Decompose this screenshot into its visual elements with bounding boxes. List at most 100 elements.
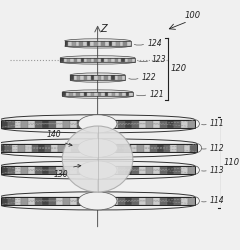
- Bar: [77, 120, 84, 128]
- Bar: [81, 58, 84, 62]
- Bar: [70, 75, 125, 80]
- Bar: [127, 41, 131, 46]
- Bar: [170, 144, 177, 152]
- Text: 121: 121: [149, 90, 164, 98]
- Bar: [28, 120, 35, 128]
- Bar: [70, 120, 77, 128]
- Bar: [60, 58, 64, 62]
- Bar: [73, 75, 77, 80]
- Bar: [80, 75, 84, 80]
- Bar: [121, 58, 125, 62]
- Text: 112: 112: [210, 144, 224, 152]
- Bar: [8, 197, 15, 205]
- Bar: [167, 197, 174, 205]
- Bar: [111, 75, 115, 80]
- Bar: [101, 58, 104, 62]
- Bar: [56, 166, 63, 174]
- Bar: [125, 166, 132, 174]
- Bar: [72, 41, 76, 46]
- Bar: [132, 58, 135, 62]
- Bar: [51, 144, 58, 152]
- Bar: [8, 120, 15, 128]
- Bar: [118, 75, 122, 80]
- Bar: [77, 75, 80, 80]
- Bar: [84, 75, 87, 80]
- Bar: [98, 144, 104, 152]
- Bar: [188, 166, 194, 174]
- Ellipse shape: [78, 161, 117, 179]
- Bar: [42, 120, 49, 128]
- Bar: [112, 41, 116, 46]
- Text: 120: 120: [171, 64, 187, 73]
- Bar: [146, 197, 153, 205]
- Bar: [15, 197, 21, 205]
- Bar: [87, 58, 91, 62]
- Bar: [153, 197, 160, 205]
- Bar: [1, 166, 8, 174]
- Bar: [190, 144, 197, 152]
- Bar: [25, 144, 31, 152]
- Bar: [1, 197, 194, 205]
- Bar: [35, 197, 42, 205]
- Text: 123: 123: [152, 56, 166, 64]
- Bar: [153, 120, 160, 128]
- Bar: [77, 92, 80, 96]
- Bar: [131, 144, 137, 152]
- Bar: [105, 166, 111, 174]
- Bar: [67, 58, 70, 62]
- Bar: [87, 41, 90, 46]
- Bar: [126, 92, 129, 96]
- Bar: [69, 92, 73, 96]
- Bar: [105, 120, 111, 128]
- Bar: [49, 166, 56, 174]
- Bar: [18, 144, 25, 152]
- Bar: [58, 144, 65, 152]
- Bar: [98, 166, 105, 174]
- Bar: [139, 166, 146, 174]
- Bar: [160, 166, 167, 174]
- Bar: [56, 120, 63, 128]
- Bar: [122, 75, 125, 80]
- Bar: [167, 120, 174, 128]
- Bar: [160, 120, 167, 128]
- Bar: [49, 197, 56, 205]
- Bar: [84, 144, 91, 152]
- Bar: [63, 197, 70, 205]
- Bar: [184, 144, 190, 152]
- Text: 110: 110: [224, 158, 240, 167]
- Bar: [5, 144, 12, 152]
- Text: Z: Z: [100, 24, 107, 34]
- Text: 100: 100: [184, 11, 200, 20]
- Bar: [45, 144, 51, 152]
- Bar: [1, 197, 8, 205]
- Ellipse shape: [78, 115, 117, 133]
- Bar: [94, 75, 98, 80]
- Bar: [91, 166, 98, 174]
- Bar: [84, 58, 87, 62]
- Bar: [160, 197, 167, 205]
- Ellipse shape: [78, 139, 117, 157]
- Bar: [8, 166, 15, 174]
- Bar: [91, 197, 98, 205]
- Bar: [91, 144, 98, 152]
- Bar: [84, 166, 91, 174]
- Ellipse shape: [62, 126, 133, 192]
- Bar: [62, 92, 133, 96]
- Bar: [87, 92, 90, 96]
- Bar: [63, 120, 70, 128]
- Bar: [98, 92, 101, 96]
- Bar: [28, 166, 35, 174]
- Bar: [91, 120, 98, 128]
- Bar: [77, 197, 84, 205]
- Bar: [35, 120, 42, 128]
- Bar: [98, 197, 105, 205]
- Bar: [132, 120, 139, 128]
- Bar: [77, 166, 84, 174]
- Bar: [174, 166, 181, 174]
- Bar: [129, 92, 133, 96]
- Bar: [109, 41, 112, 46]
- Bar: [139, 197, 146, 205]
- Bar: [122, 92, 126, 96]
- Bar: [38, 144, 45, 152]
- Bar: [181, 120, 188, 128]
